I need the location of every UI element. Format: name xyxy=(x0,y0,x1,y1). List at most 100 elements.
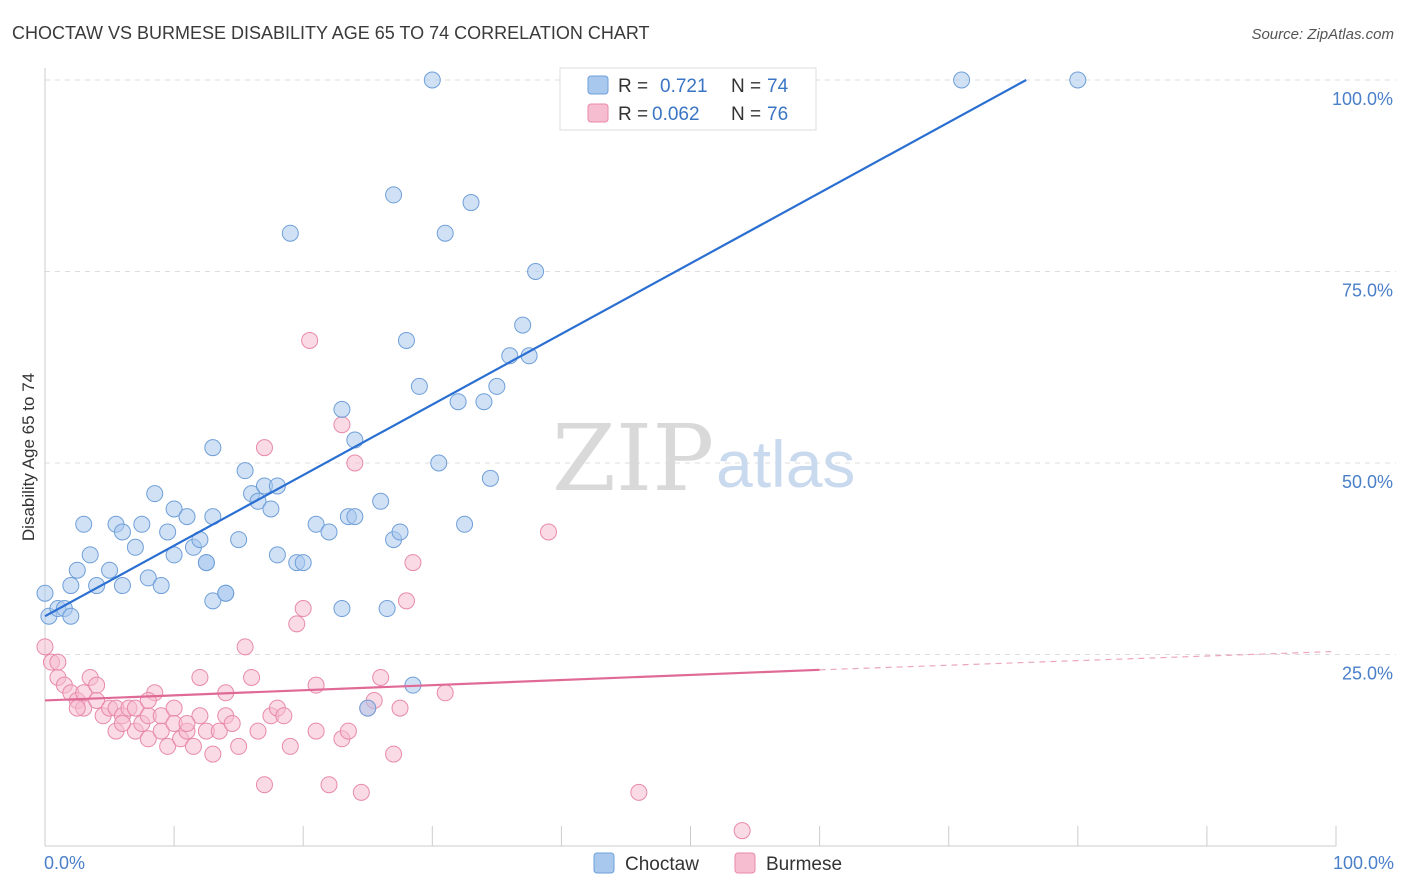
choctaw-point xyxy=(36,584,54,602)
chart-title: CHOCTAW VS BURMESE DISABILITY AGE 65 TO … xyxy=(12,23,650,43)
choctaw-point xyxy=(262,500,280,518)
burmese-point xyxy=(436,684,454,702)
choctaw-point xyxy=(268,546,286,564)
watermark-atlas: atlas xyxy=(716,427,855,501)
choctaw-point xyxy=(178,508,196,526)
choctaw-point xyxy=(488,377,506,395)
choctaw-point xyxy=(372,492,390,510)
choctaw-point xyxy=(514,316,532,334)
burmese-point xyxy=(630,783,648,801)
choctaw-point xyxy=(953,71,971,89)
gridlines xyxy=(45,79,1396,655)
choctaw-point xyxy=(139,569,157,587)
bottom-legend-label-choctaw: Choctaw xyxy=(625,854,699,875)
burmese-point xyxy=(191,668,209,686)
burmese-point xyxy=(223,714,241,732)
burmese-point xyxy=(404,554,422,572)
choctaw-point xyxy=(281,224,299,242)
choctaw-point xyxy=(449,393,467,411)
y-tick-labels: 25.0% 50.0% 75.0% 100.0% xyxy=(1332,89,1393,684)
choctaw-point xyxy=(378,600,396,618)
choctaw-point xyxy=(101,561,119,579)
choctaw-point xyxy=(346,431,364,449)
y-axis-label: Disability Age 65 to 74 xyxy=(19,373,38,541)
choctaw-point xyxy=(359,699,377,717)
burmese-point xyxy=(230,737,248,755)
choctaw-series-points xyxy=(36,71,1087,717)
choctaw-point xyxy=(481,469,499,487)
burmese-point xyxy=(36,638,54,656)
burmese-trend-extension xyxy=(819,650,1337,671)
choctaw-point xyxy=(333,600,351,618)
choctaw-point xyxy=(475,393,493,411)
burmese-point xyxy=(255,776,273,794)
choctaw-point xyxy=(113,523,131,541)
choctaw-trend-line xyxy=(44,79,1027,618)
choctaw-point xyxy=(113,577,131,595)
burmese-point xyxy=(288,615,306,633)
legend-n-label-burmese: N = xyxy=(731,104,761,125)
burmese-point xyxy=(385,745,403,763)
choctaw-point xyxy=(126,538,144,556)
choctaw-point xyxy=(133,515,151,533)
watermark-zip: ZIP xyxy=(552,405,714,512)
burmese-point xyxy=(68,699,86,717)
choctaw-point xyxy=(159,523,177,541)
choctaw-point xyxy=(81,546,99,564)
burmese-point xyxy=(184,737,202,755)
burmese-point xyxy=(352,783,370,801)
bottom-legend-swatch-choctaw xyxy=(593,852,615,874)
choctaw-point xyxy=(62,577,80,595)
x-tick-label-max: 100.0% xyxy=(1333,853,1394,873)
burmese-point xyxy=(346,454,364,472)
legend-swatch-choctaw xyxy=(587,75,609,95)
axes xyxy=(44,68,1337,847)
burmese-point xyxy=(191,707,209,725)
y-tick-label: 100.0% xyxy=(1332,89,1393,109)
choctaw-point xyxy=(236,462,254,480)
choctaw-point xyxy=(397,331,415,349)
choctaw-point xyxy=(197,554,215,572)
burmese-point xyxy=(391,699,409,717)
legend: R = 0.721 N = 74 R = 0.062 N = 76 xyxy=(559,67,817,131)
choctaw-point xyxy=(423,71,441,89)
legend-swatch-burmese xyxy=(587,103,609,123)
bottom-legend-label-burmese: Burmese xyxy=(766,854,842,875)
choctaw-point xyxy=(307,515,325,533)
burmese-point xyxy=(275,707,293,725)
choctaw-point xyxy=(1069,71,1087,89)
choctaw-point xyxy=(146,485,164,503)
legend-n-value-choctaw: 74 xyxy=(767,76,789,97)
burmese-point xyxy=(204,745,222,763)
burmese-point xyxy=(126,699,144,717)
burmese-point xyxy=(75,684,93,702)
burmese-point xyxy=(139,730,157,748)
burmese-point xyxy=(249,722,267,740)
bottom-legend: Choctaw Burmese xyxy=(593,852,842,875)
choctaw-point xyxy=(462,194,480,212)
choctaw-point xyxy=(75,515,93,533)
burmese-point xyxy=(243,668,261,686)
burmese-point xyxy=(339,722,357,740)
choctaw-point xyxy=(165,500,183,518)
trend-lines xyxy=(44,79,1337,702)
legend-r-label-burmese: R = xyxy=(618,104,648,125)
burmese-point xyxy=(113,714,131,732)
y-tick-label: 75.0% xyxy=(1342,281,1393,301)
burmese-point xyxy=(733,822,751,840)
burmese-point xyxy=(139,691,157,709)
choctaw-point xyxy=(430,454,448,472)
choctaw-point xyxy=(436,224,454,242)
choctaw-point xyxy=(68,561,86,579)
choctaw-point xyxy=(385,186,403,204)
burmese-point xyxy=(210,722,228,740)
burmese-point xyxy=(159,737,177,755)
burmese-point xyxy=(152,707,170,725)
chart-source: Source: ZipAtlas.com xyxy=(1251,26,1394,43)
choctaw-point xyxy=(456,515,474,533)
choctaw-point xyxy=(62,607,80,625)
burmese-point xyxy=(88,676,106,694)
legend-n-label-choctaw: N = xyxy=(731,76,761,97)
burmese-series-points xyxy=(36,331,751,840)
choctaw-point xyxy=(165,546,183,564)
